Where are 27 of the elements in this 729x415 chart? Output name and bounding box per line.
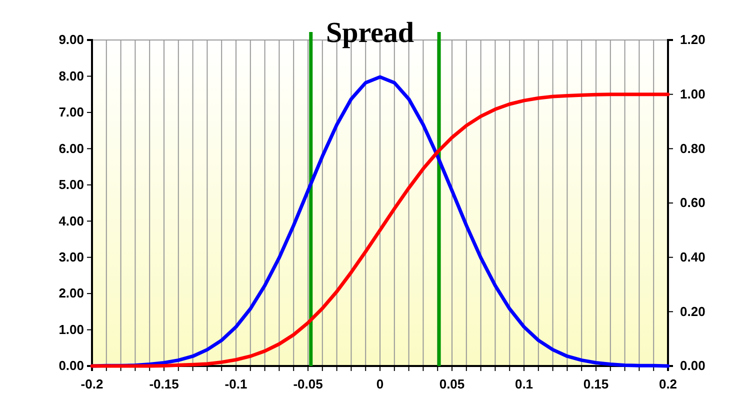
y-tick-label: 1.00 bbox=[58, 322, 84, 337]
y2-tick-label: 0.60 bbox=[680, 195, 706, 210]
y2-tick-label: 0.80 bbox=[680, 140, 706, 156]
y-tick-label: 8.00 bbox=[58, 68, 84, 84]
y-tick-label: 4.00 bbox=[58, 213, 84, 228]
y2-tick-label: 1.20 bbox=[680, 32, 706, 48]
x-tick-label: 0.1 bbox=[514, 376, 534, 392]
x-tick-label: -0.2 bbox=[80, 376, 104, 392]
y-tick-label: 2.00 bbox=[58, 286, 84, 301]
y2-tick-label: 1.00 bbox=[680, 86, 706, 102]
y2-tick-label: 0.20 bbox=[680, 304, 706, 319]
y-tick-label: 3.00 bbox=[58, 249, 84, 264]
y2-tick-label: 0.40 bbox=[680, 249, 706, 264]
y-tick-label: 6.00 bbox=[58, 140, 84, 156]
x-tick-label: 0 bbox=[376, 376, 384, 392]
x-tick-label: 0.05 bbox=[439, 376, 465, 392]
y-tick-label: 9.00 bbox=[58, 32, 84, 48]
y-tick-label: 0.00 bbox=[58, 358, 84, 374]
x-tick-label: 0.15 bbox=[583, 376, 609, 392]
y2-tick-label: 0.00 bbox=[680, 358, 706, 374]
x-tick-label: -0.1 bbox=[224, 376, 248, 392]
x-tick-label: -0.05 bbox=[293, 376, 323, 392]
y-tick-label: 5.00 bbox=[58, 177, 84, 192]
y-tick-label: 7.00 bbox=[58, 104, 84, 120]
chart-title: Spread bbox=[326, 17, 414, 49]
x-tick-label: 0.2 bbox=[658, 376, 678, 392]
x-tick-label: -0.15 bbox=[149, 376, 179, 392]
